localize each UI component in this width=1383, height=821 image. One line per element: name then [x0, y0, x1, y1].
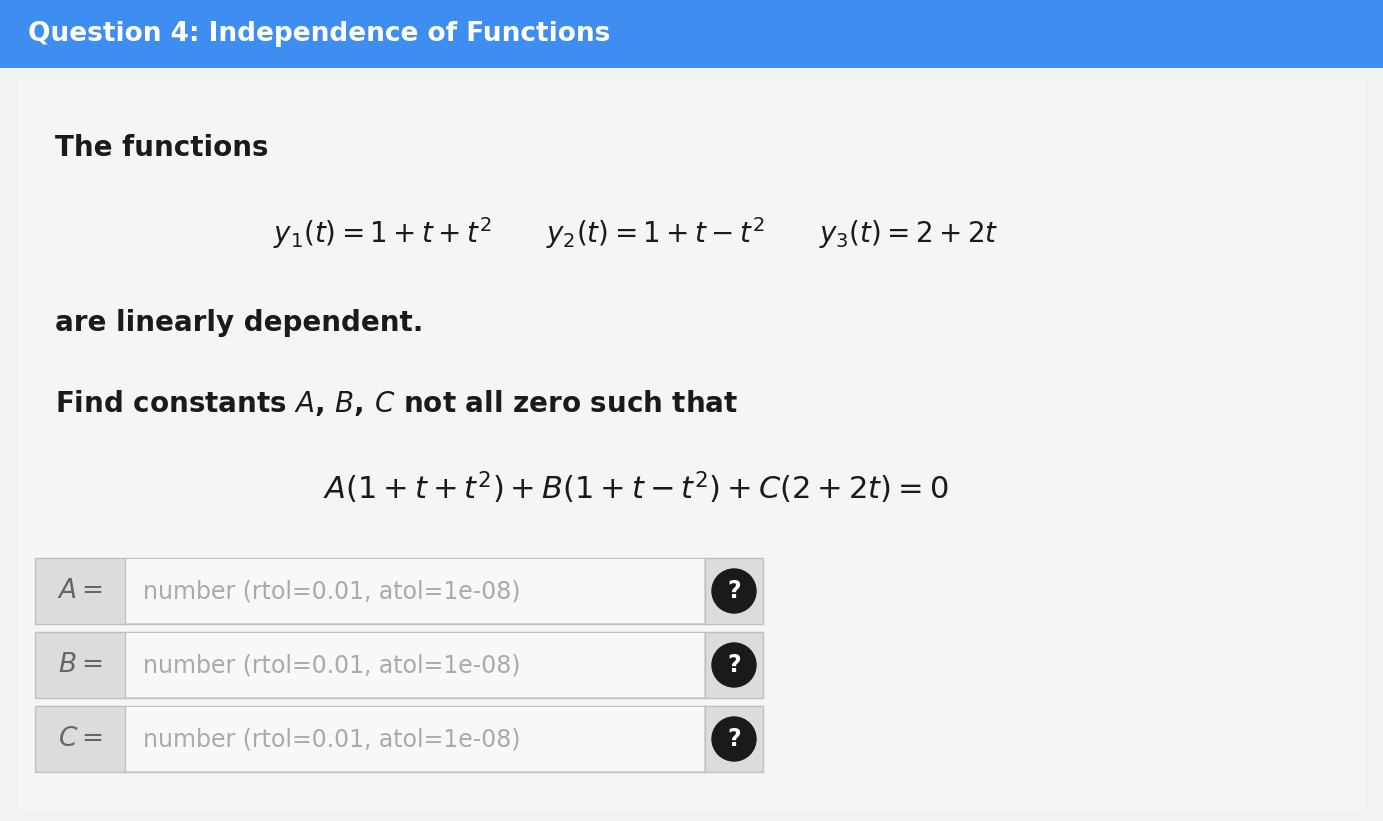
Text: number (rtol=0.01, atol=1e-08): number (rtol=0.01, atol=1e-08) — [142, 727, 520, 751]
Text: $A =$: $A =$ — [57, 578, 102, 604]
Text: number (rtol=0.01, atol=1e-08): number (rtol=0.01, atol=1e-08) — [142, 579, 520, 603]
FancyBboxPatch shape — [18, 80, 1365, 809]
FancyBboxPatch shape — [0, 0, 1383, 68]
Text: ?: ? — [727, 653, 741, 677]
Ellipse shape — [712, 717, 757, 761]
Text: Question 4: Independence of Functions: Question 4: Independence of Functions — [28, 21, 610, 47]
Text: number (rtol=0.01, atol=1e-08): number (rtol=0.01, atol=1e-08) — [142, 653, 520, 677]
Text: $A(1+t+t^2) + B(1+t-t^2) + C(2+2t) = 0$: $A(1+t+t^2) + B(1+t-t^2) + C(2+2t) = 0$ — [324, 470, 949, 507]
Text: ?: ? — [727, 727, 741, 751]
FancyBboxPatch shape — [126, 707, 704, 771]
FancyBboxPatch shape — [126, 559, 704, 623]
Text: $C =$: $C =$ — [58, 726, 102, 752]
FancyBboxPatch shape — [35, 632, 763, 698]
Ellipse shape — [712, 643, 757, 687]
Text: Find constants $\mathit{A}$, $\mathit{B}$, $\mathit{C}$ not all zero such that: Find constants $\mathit{A}$, $\mathit{B}… — [55, 388, 739, 418]
Ellipse shape — [712, 569, 757, 613]
FancyBboxPatch shape — [0, 68, 1383, 821]
Text: $B =$: $B =$ — [58, 652, 102, 678]
FancyBboxPatch shape — [126, 633, 704, 697]
FancyBboxPatch shape — [35, 706, 763, 772]
Text: are linearly dependent.: are linearly dependent. — [55, 309, 423, 337]
Text: ?: ? — [727, 579, 741, 603]
Text: $y_1(t) = 1+t+t^2 \quad\quad y_2(t) = 1+t-t^2 \quad\quad y_3(t) = 2+2t$: $y_1(t) = 1+t+t^2 \quad\quad y_2(t) = 1+… — [274, 215, 999, 251]
FancyBboxPatch shape — [35, 558, 763, 624]
Text: The functions: The functions — [55, 134, 268, 162]
